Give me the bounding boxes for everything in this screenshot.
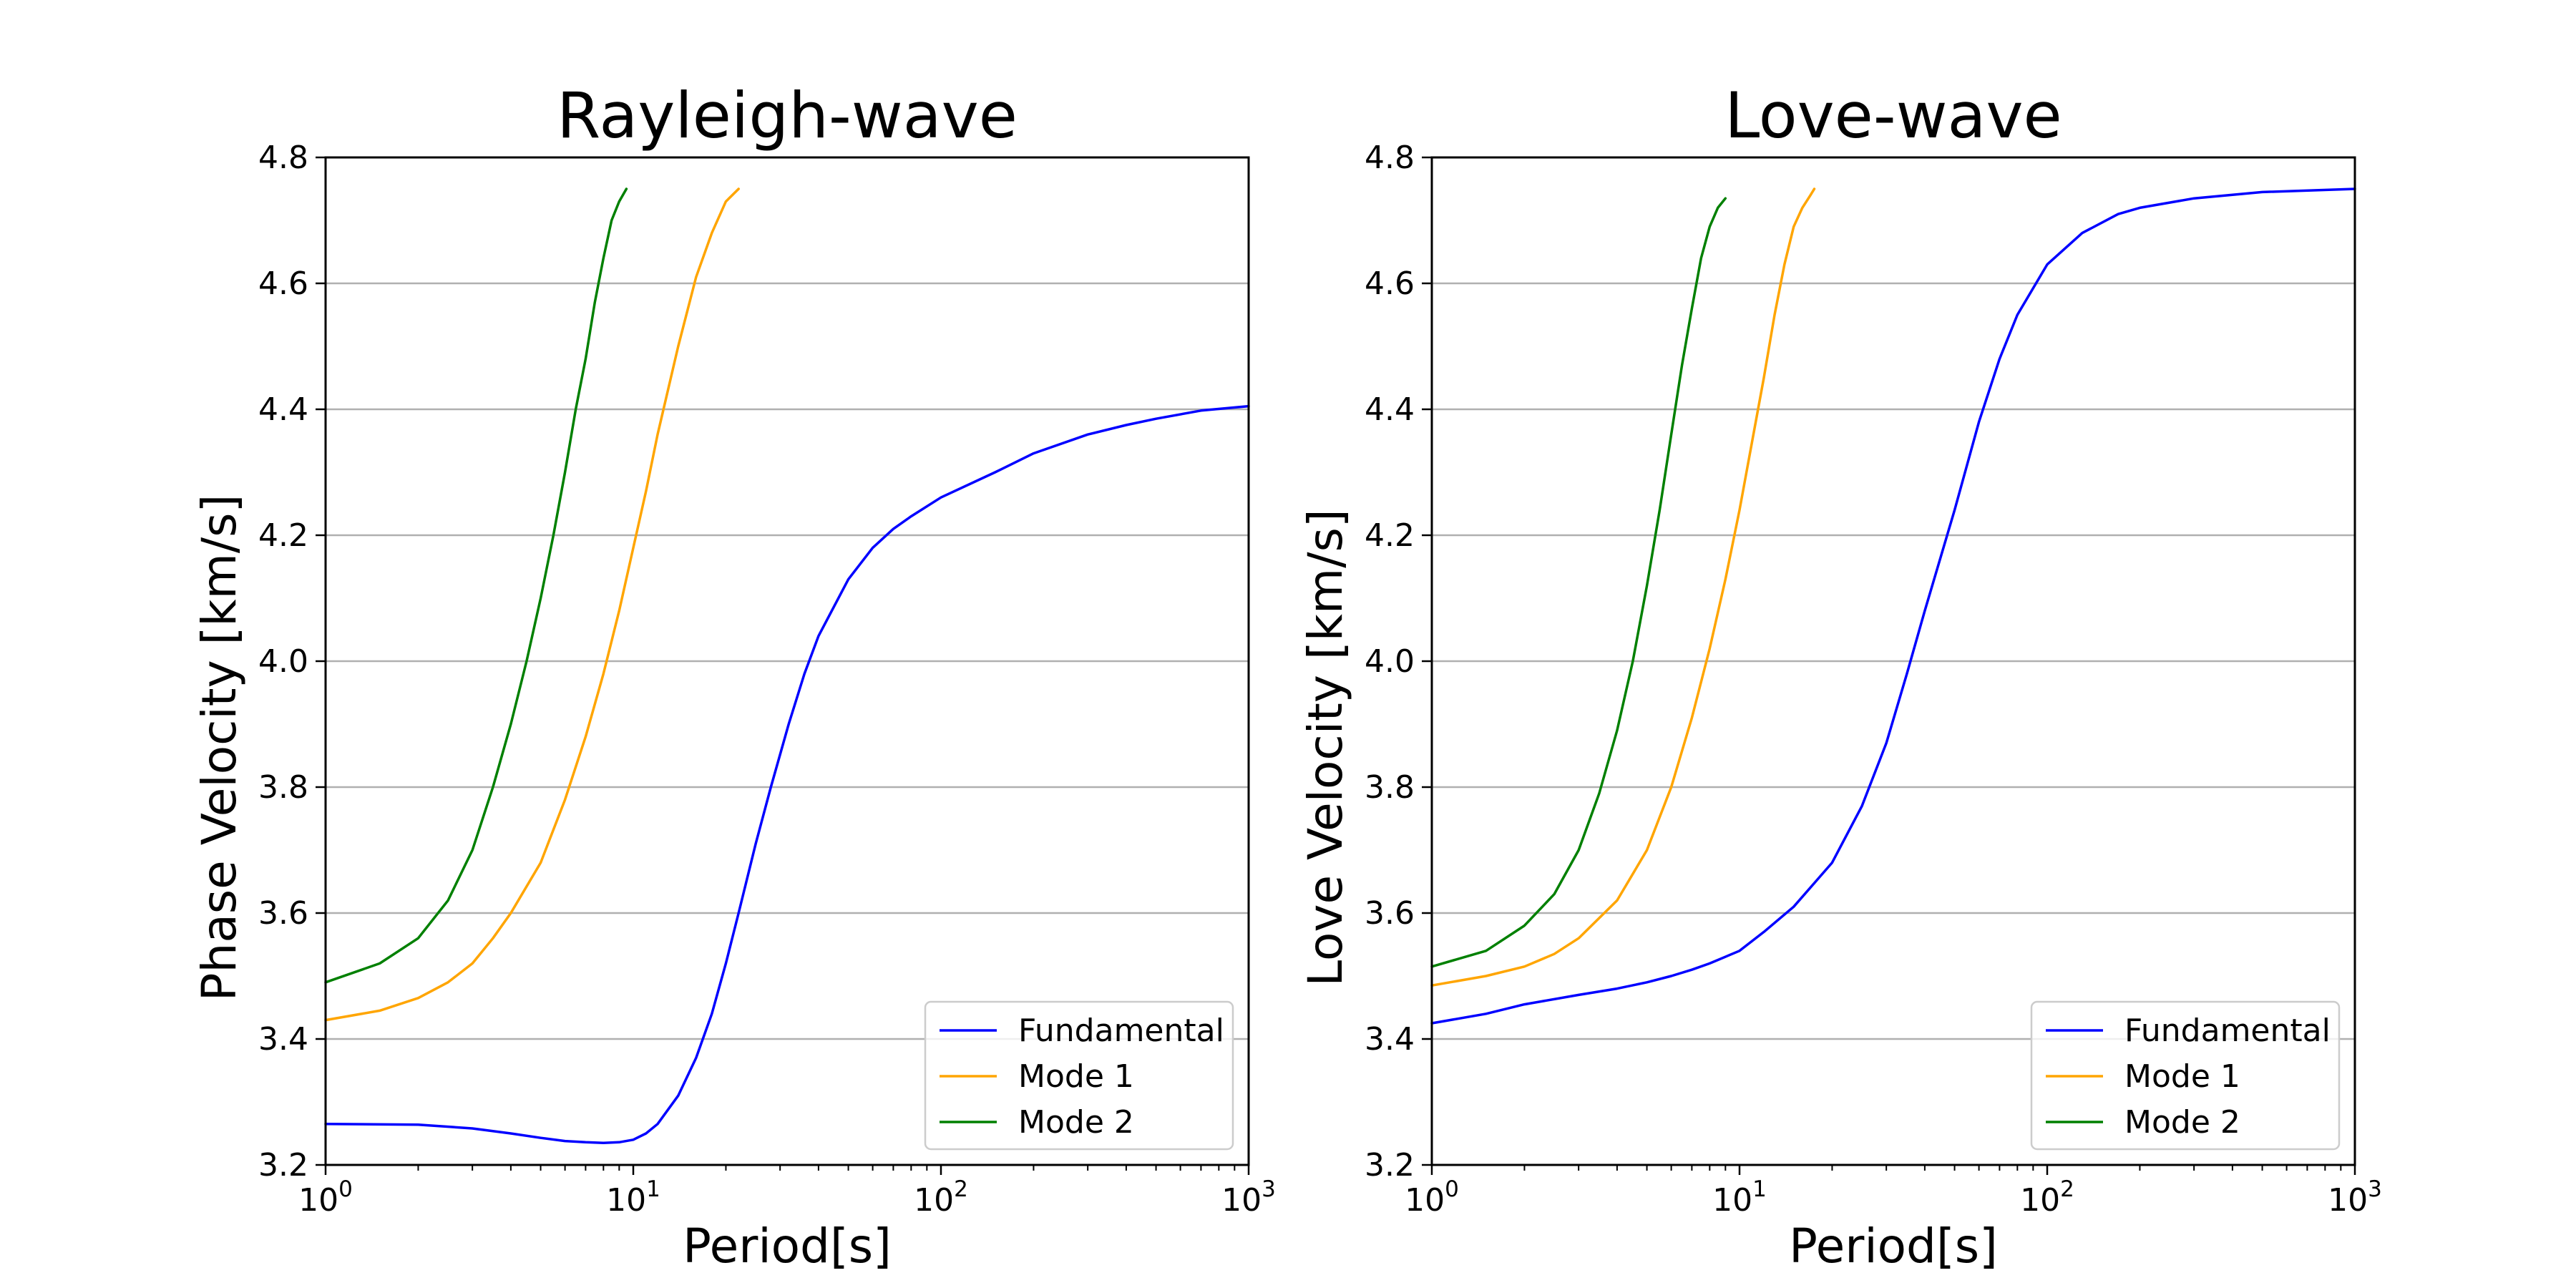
y-tick-label: 4.6 <box>1365 265 1415 302</box>
series-line-fundamental <box>1430 187 2356 1025</box>
y-tick-label: 4.4 <box>1365 391 1415 428</box>
rayleigh-wave-panel: Rayleigh-wave 3.2 3.4 3.6 3.8 4.0 4.2 4.4 4.6 4.… <box>192 79 1276 1274</box>
love-wave-panel: Love-wave 3.2 3.4 3.6 3.8 4.0 4.2 4.4 4.6 4.8 100… <box>1298 79 2382 1274</box>
series-line-mode-1 <box>1430 187 1816 987</box>
y-tick-label: 3.2 <box>258 1147 308 1184</box>
x-tick-label: 101 <box>1712 1176 1767 1219</box>
legend: Fundamental Mode 1 Mode 2 <box>2030 1000 2341 1151</box>
y-axis-label: Love Velocity [km/s] <box>1298 509 1353 986</box>
x-tick-label: 100 <box>298 1176 353 1219</box>
x-tick-label: 103 <box>1221 1176 1276 1219</box>
y-tick-label: 4.2 <box>258 517 308 554</box>
y-tick-label: 4.4 <box>258 391 308 428</box>
legend-label: Mode 1 <box>1018 1058 1134 1095</box>
tick-layer: 3.2 3.4 3.6 3.8 4.0 4.2 4.4 4.6 4.8 100 101 102 103 <box>1365 140 2382 1219</box>
tick-layer: 3.2 3.4 3.6 3.8 4.0 4.2 4.4 4.6 4.8 100 101 102 103 <box>258 140 1276 1219</box>
series-layer <box>324 187 1250 1144</box>
gridlines <box>326 156 1249 1166</box>
y-tick-label: 3.2 <box>1365 1147 1415 1184</box>
y-tick-label: 3.4 <box>1365 1021 1415 1058</box>
legend-label: Mode 2 <box>2124 1104 2240 1141</box>
series-line-mode-2 <box>324 187 628 984</box>
y-tick-label: 4.8 <box>1365 140 1415 176</box>
y-tick-label: 3.4 <box>258 1021 308 1058</box>
y-tick-label: 3.6 <box>1365 895 1415 932</box>
legend-label: Mode 1 <box>2124 1058 2240 1095</box>
panel-title: Love-wave <box>1724 79 2062 152</box>
legend-box <box>924 1000 1234 1151</box>
y-tick-label: 4.0 <box>1365 643 1415 680</box>
y-axis-label: Phase Velocity [km/s] <box>192 494 247 1002</box>
series-line-mode-1 <box>324 187 740 1022</box>
y-tick-label: 3.8 <box>258 769 308 806</box>
y-tick-label: 4.8 <box>258 140 308 176</box>
x-axis-label: Period[s] <box>1789 1219 1998 1274</box>
x-tick-label: 102 <box>2020 1176 2074 1219</box>
series-line-fundamental <box>324 404 1250 1144</box>
legend-label: Fundamental <box>2124 1013 2331 1049</box>
x-axis-label: Period[s] <box>683 1219 892 1274</box>
y-tick-label: 3.8 <box>1365 769 1415 806</box>
legend-box <box>2030 1000 2341 1151</box>
legend-label: Fundamental <box>1018 1013 1224 1049</box>
x-tick-label: 103 <box>2328 1176 2382 1219</box>
y-tick-label: 3.6 <box>258 895 308 932</box>
panel-title: Rayleigh-wave <box>557 79 1018 152</box>
series-layer <box>1430 187 2356 1025</box>
legend-label: Mode 2 <box>1018 1104 1134 1141</box>
y-tick-label: 4.2 <box>1365 517 1415 554</box>
y-tick-label: 4.6 <box>258 265 308 302</box>
series-line-mode-2 <box>1430 197 1727 968</box>
y-tick-label: 4.0 <box>258 643 308 680</box>
x-tick-label: 101 <box>606 1176 660 1219</box>
x-tick-label: 102 <box>914 1176 968 1219</box>
x-tick-label: 100 <box>1405 1176 1459 1219</box>
legend: Fundamental Mode 1 Mode 2 <box>924 1000 1234 1151</box>
